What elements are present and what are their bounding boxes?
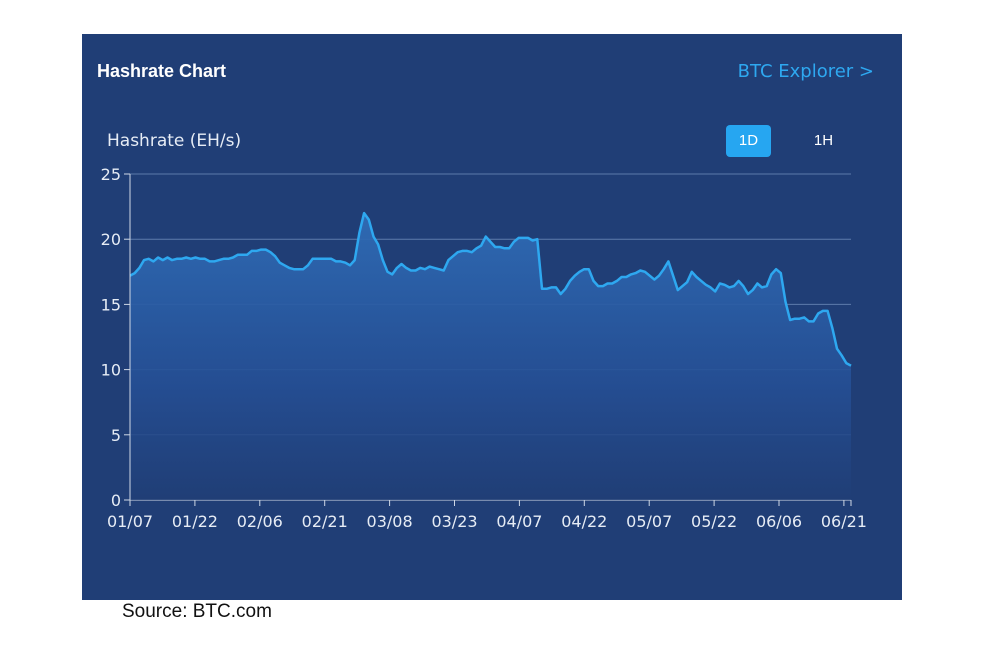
y-axis-label: Hashrate (EH/s) xyxy=(107,131,241,151)
y-tick-label-1: 5 xyxy=(111,426,121,445)
hashrate-area-chart: Hashrate (EH/s) 0 5 10 15 20 25 01/07 01/22 02/0… xyxy=(101,131,867,531)
x-tick-label-11: 06/21 xyxy=(821,512,867,531)
hashrate-area-fill xyxy=(130,213,851,500)
x-tick-label-10: 06/06 xyxy=(756,512,802,531)
y-tick-label-3: 15 xyxy=(101,295,121,314)
x-tick-label-4: 03/08 xyxy=(367,512,413,531)
y-tick-label-0: 0 xyxy=(111,491,121,510)
x-tick-label-8: 05/07 xyxy=(626,512,672,531)
x-tick-label-1: 01/22 xyxy=(172,512,218,531)
source-caption: Source: BTC.com xyxy=(122,601,272,622)
x-tick-label-2: 02/06 xyxy=(237,512,283,531)
x-tick-label-5: 03/23 xyxy=(431,512,477,531)
y-tick-label-2: 10 xyxy=(101,361,121,380)
x-tick-label-6: 04/07 xyxy=(496,512,542,531)
y-tick-label-4: 20 xyxy=(101,230,121,249)
y-tick-label-5: 25 xyxy=(101,165,121,184)
chart-title: Hashrate Chart xyxy=(97,61,227,81)
x-tick-label-0: 01/07 xyxy=(107,512,153,531)
x-tick-label-7: 04/22 xyxy=(561,512,607,531)
hashrate-chart-panel: Hashrate Chart BTC Explorer > 1D 1H Hash… xyxy=(82,34,902,600)
hashrate-series-line xyxy=(129,211,852,367)
x-tick-label-9: 05/22 xyxy=(691,512,737,531)
interval-1d-button[interactable]: 1D xyxy=(726,125,771,157)
btc-explorer-link[interactable]: BTC Explorer > xyxy=(737,61,874,82)
interval-1h-button[interactable]: 1H xyxy=(813,132,834,149)
x-tick-label-3: 02/21 xyxy=(302,512,348,531)
